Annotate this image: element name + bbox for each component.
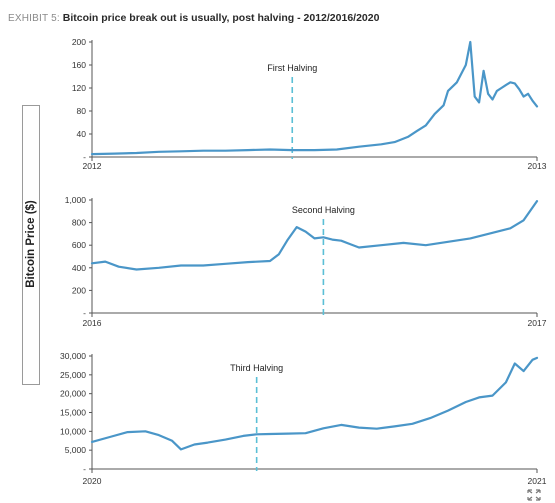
y-tick-label: - — [83, 308, 86, 318]
y-tick-label: 600 — [72, 240, 86, 250]
y-tick-label: - — [83, 152, 86, 162]
y-tick-label: 15,000 — [60, 408, 86, 418]
y-tick-label: 400 — [72, 263, 86, 273]
x-tick-label: 2013 — [528, 161, 547, 171]
x-tick-label: 2016 — [83, 318, 102, 328]
price-series-line — [90, 200, 539, 271]
y-tick-label: 40 — [77, 129, 87, 139]
y-tick-label: 160 — [72, 60, 86, 70]
x-tick-label: 2021 — [528, 476, 547, 486]
halving-annotation: Third Halving — [230, 363, 283, 373]
y-tick-label: 5,000 — [65, 445, 87, 455]
halving-annotation: First Halving — [267, 63, 317, 73]
x-tick-label: 2020 — [83, 476, 102, 486]
y-tick-label: 120 — [72, 83, 86, 93]
chart-title: EXHIBIT 5: Bitcoin price break out is us… — [8, 12, 379, 24]
exhibit-label: EXHIBIT 5: — [8, 13, 60, 24]
title-text: Bitcoin price break out is usually, post… — [62, 12, 380, 24]
halving-annotation: Second Halving — [292, 205, 355, 215]
y-tick-label: 800 — [72, 218, 86, 228]
y-tick-label: 10,000 — [60, 426, 86, 436]
price-series-line — [90, 356, 539, 451]
y-tick-label: 30,000 — [60, 351, 86, 361]
y-tick-label: 80 — [77, 106, 87, 116]
x-tick-label: 2012 — [83, 161, 102, 171]
y-axis-label-box — [22, 105, 40, 385]
y-tick-label: 25,000 — [60, 370, 86, 380]
y-tick-label: 200 — [72, 37, 86, 47]
y-tick-label: 200 — [72, 285, 86, 295]
y-tick-label: - — [83, 464, 86, 474]
expand-arrows-icon[interactable] — [527, 489, 541, 501]
price-series-line — [90, 40, 539, 156]
y-tick-label: 20,000 — [60, 389, 86, 399]
y-tick-label: 1,000 — [65, 195, 87, 205]
x-tick-label: 2017 — [528, 318, 547, 328]
